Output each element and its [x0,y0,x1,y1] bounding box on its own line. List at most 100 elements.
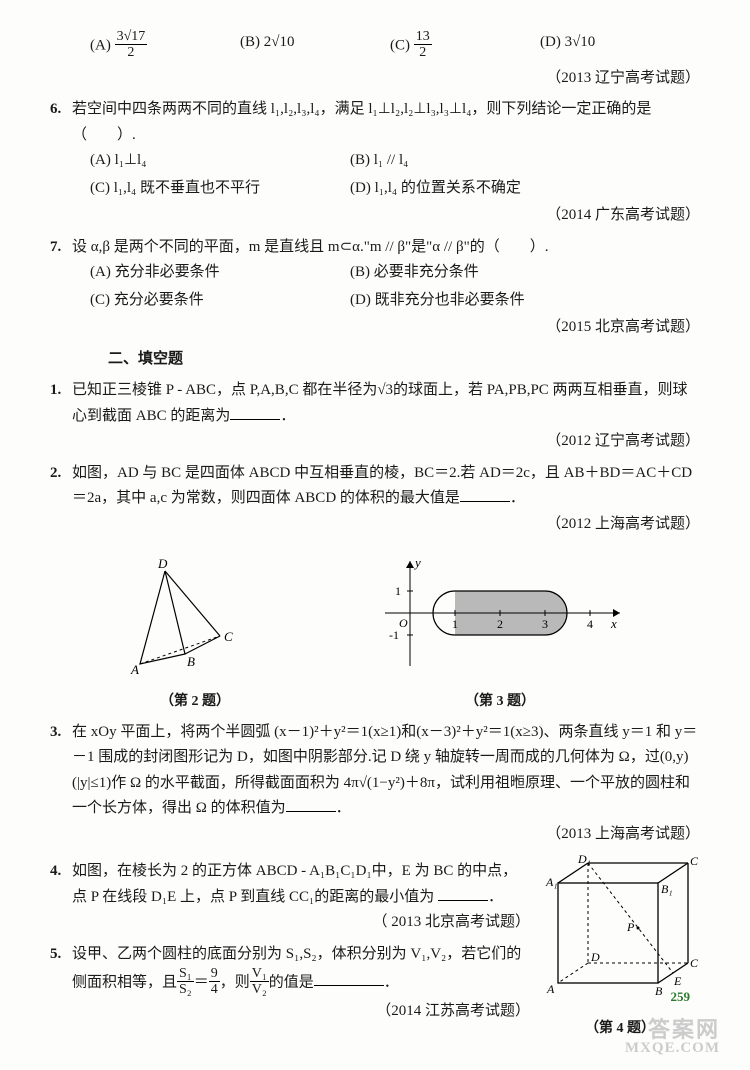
fq5-text-d: ． [384,974,399,990]
top-source: （2013 辽宁高考试题） [50,66,700,92]
ytick-m1: -1 [389,628,399,642]
q7-choice-a: (A) 充分非必要条件 [90,260,350,286]
q7-choices: (A) 充分非必要条件 (B) 必要非充分条件 (C) 充分必要条件 (D) 既… [90,260,700,313]
fq2-source: （2012 上海高考试题） [50,512,700,538]
cube-d: D [590,950,600,964]
fq4-source: （ 2013 北京高考试题） [50,910,530,936]
choice-a-frac-d: 2 [115,45,148,60]
q7-choice-b: (B) 必要非充分条件 [350,260,610,286]
tetrahedron-svg: D C B A [125,556,265,676]
fq1-text-a: 已知正三棱锥 P - ABC，点 P,A,B,C 都在半径为√3的球面上，若 P… [72,382,688,424]
q7-body: 设 α,β 是两个不同的平面，m 是直线且 m⊂α."m // β"是"α //… [72,235,700,261]
fq5-body: 设甲、乙两个圆柱的底面分别为 S₁,S₂，体积分别为 V₁,V₂，若它们的侧面积… [72,942,530,999]
fq5-frac2-n: 9 [209,966,220,982]
q7-number: 7. [50,235,72,261]
cube-c1: C₁ [690,854,698,868]
xtick-2: 2 [497,617,503,631]
tetra-label-a: A [130,662,139,676]
fq5-text-b: ，则 [220,974,250,990]
cube-d1: D₁ [577,853,591,866]
fq5-frac1-d: S₂ [177,982,194,997]
x-axis-label: x [610,616,617,631]
fq2-blank [460,487,510,502]
choice-a-frac-n: 3√17 [115,29,148,45]
figure-2: D C B A （第 2 题） [125,556,265,713]
xtick-4: 4 [587,617,593,631]
figure-3: 1 -1 1 2 3 4 O y x （第 3 题） [375,551,625,713]
fq3-source: （2013 上海高考试题） [50,822,700,848]
figure-row: D C B A （第 2 题） [70,551,680,713]
fill-q4: 4. 如图，在棱长为 2 的正方体 ABCD - A₁B₁C₁D₁中，E 为 B… [50,859,530,910]
q6-choice-b: (B) l₁ // l₄ [350,148,610,174]
cube-svg: D₁ C₁ A₁ B₁ P D C E A B [543,853,698,1003]
cube-a: A [546,982,555,996]
fq4-body: 如图，在棱长为 2 的正方体 ABCD - A₁B₁C₁D₁中，E 为 BC 的… [72,859,530,910]
y-axis-label: y [413,555,421,570]
choice-a: (A) 3√172 [90,30,240,62]
choice-b: (B) 2√10 [240,30,390,62]
fq5-text-c: 的值是 [269,974,314,990]
question-6: 6. 若空间中四条两两不同的直线 l₁,l₂,l₃,l₄，满足 l₁⊥l₂,l₂… [50,97,700,148]
fq5-number: 5. [50,942,72,999]
fq3-number: 3. [50,720,72,822]
fill-q2: 2. 如图，AD 与 BC 是四面体 ABCD 中互相垂直的棱，BC＝2.若 A… [50,461,700,512]
cube-c: C [690,956,698,970]
fill-q5: 5. 设甲、乙两个圆柱的底面分别为 S₁,S₂，体积分别为 V₁,V₂，若它们的… [50,942,530,999]
choice-a-label: (A) [90,37,115,53]
q7-choice-d: (D) 既非充分也非必要条件 [350,288,610,314]
fq2-body: 如图，AD 与 BC 是四面体 ABCD 中互相垂直的棱，BC＝2.若 AD＝2… [72,461,700,512]
figure-4: D₁ C₁ A₁ B₁ P D C E A B （第 4 题） [540,853,700,1040]
cube-p: P [626,920,635,934]
q6-source: （2014 广东高考试题） [50,203,700,229]
q7-choice-c: (C) 充分必要条件 [90,288,350,314]
section-2-header: 二、填空题 [108,347,700,373]
q6-choice-a: (A) l₁⊥l₄ [90,148,350,174]
fq1-source: （2012 辽宁高考试题） [50,429,700,455]
choice-c: (C) 132 [390,30,540,62]
fq3-body: 在 xOy 平面上，将两个半圆弧 (x－1)²＋y²＝1(x≥1)和(x－3)²… [72,720,700,822]
fq5-frac3-n: V₁ [250,966,269,982]
fq3-text-b: ． [336,800,351,816]
figure-3-caption: （第 3 题） [375,690,625,714]
cube-b1: B₁ [661,882,673,896]
choice-c-frac-d: 2 [414,45,432,60]
fq4-number: 4. [50,859,72,910]
fq5-frac3-d: V₂ [250,982,269,997]
fq1-text-b: ． [280,408,295,424]
fq4-blank [438,886,488,901]
q6-choice-d: (D) l₁,l₄ 的位置关系不确定 [350,176,610,202]
fq1-number: 1. [50,378,72,429]
fq1-blank [230,405,280,420]
fq3-blank [286,797,336,812]
q6-choices: (A) l₁⊥l₄ (B) l₁ // l₄ (C) l₁,l₄ 既不垂直也不平… [90,148,700,201]
fill-q3: 3. 在 xOy 平面上，将两个半圆弧 (x－1)²＋y²＝1(x≥1)和(x－… [50,720,700,822]
tetra-label-b: B [187,654,195,669]
fq5-frac1-n: S₁ [177,966,194,982]
tetra-label-d: D [157,556,168,571]
fq2-number: 2. [50,461,72,512]
fq3-text-a: 在 xOy 平面上，将两个半圆弧 (x－1)²＋y²＝1(x≥1)和(x－3)²… [72,724,697,817]
question-7: 7. 设 α,β 是两个不同的平面，m 是直线且 m⊂α."m // β"是"α… [50,235,700,261]
fq5-frac2-d: 4 [209,982,220,997]
q4-q5-row: 4. 如图，在棱长为 2 的正方体 ABCD - A₁B₁C₁D₁中，E 为 B… [50,853,700,1040]
choice-c-frac-n: 13 [414,29,432,45]
watermark-top: 答案网 [625,1019,720,1041]
fq2-text-a: 如图，AD 与 BC 是四面体 ABCD 中互相垂直的棱，BC＝2.若 AD＝2… [72,465,692,507]
choice-d: (D) 3√10 [540,30,690,62]
ytick-1: 1 [395,584,401,598]
cube-b: B [655,984,663,998]
xtick-3: 3 [542,617,548,631]
xtick-1: 1 [452,617,458,631]
choice-c-label: (C) [390,37,414,53]
watermark: 答案网 MXQE.COM [625,1019,720,1056]
origin-label: O [399,616,408,630]
fq4-text-b: ． [488,889,503,905]
cube-a1: A₁ [545,875,558,889]
fill-q1: 1. 已知正三棱锥 P - ABC，点 P,A,B,C 都在半径为√3的球面上，… [50,378,700,429]
page-number-badge: 259 [671,986,691,1008]
top-choice-row: (A) 3√172 (B) 2√10 (C) 132 (D) 3√10 [90,30,700,62]
watermark-bottom: MXQE.COM [625,1041,720,1056]
q6-body: 若空间中四条两两不同的直线 l₁,l₂,l₃,l₄，满足 l₁⊥l₂,l₂⊥l₃… [72,97,700,148]
fq2-text-b: ． [510,490,525,506]
q6-choice-c: (C) l₁,l₄ 既不垂直也不平行 [90,176,350,202]
